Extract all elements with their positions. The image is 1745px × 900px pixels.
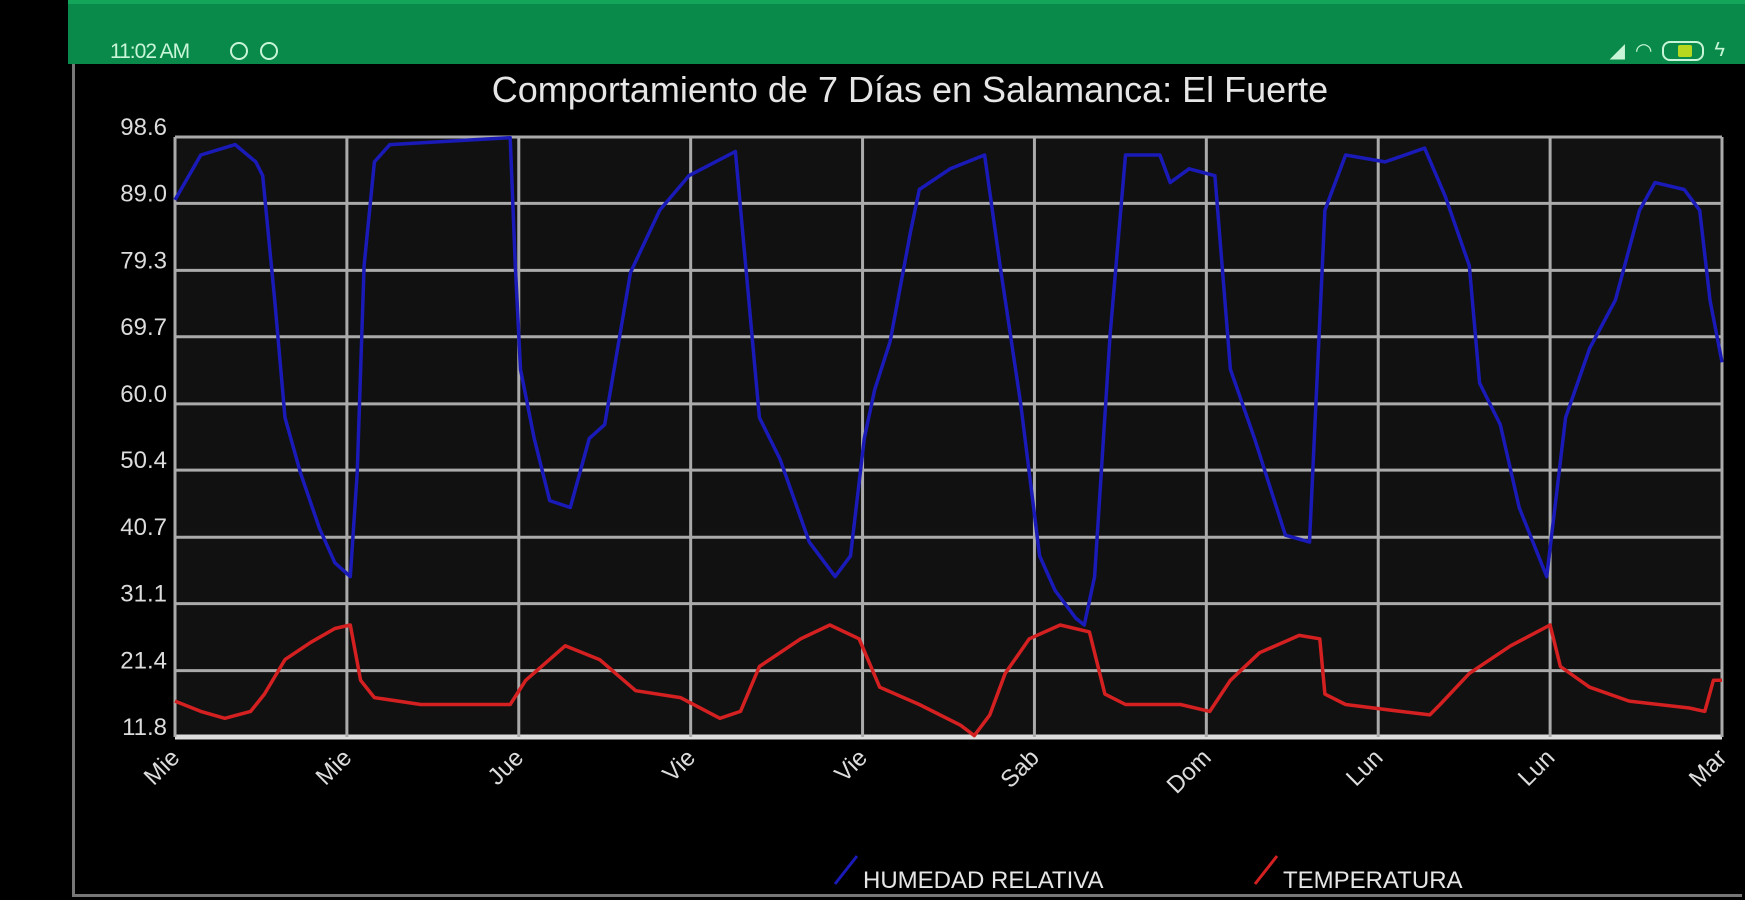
battery-icon xyxy=(1662,40,1705,61)
status-bar: 11:02 AM ◢ ◠ ϟ xyxy=(68,0,1745,64)
y-tick-label: 21.4 xyxy=(120,648,167,675)
legend-label: HUMEDAD RELATIVA xyxy=(863,867,1103,894)
y-tick-label: 31.1 xyxy=(120,581,167,608)
series-line-temperatura xyxy=(174,623,1722,738)
x-tick-label: Dom xyxy=(1162,744,1217,799)
x-tick-label: Jue xyxy=(483,744,529,790)
x-tick-label: Mar xyxy=(1684,744,1732,792)
y-tick-label: 89.0 xyxy=(120,180,167,207)
legend-swatch xyxy=(833,855,859,885)
x-tick-label: Vie xyxy=(829,744,872,787)
x-tick-label: Lun xyxy=(1513,744,1560,791)
notification-icon xyxy=(230,42,248,60)
legend: HUMEDAD RELATIVA TEMPERATURA xyxy=(833,855,1463,894)
y-tick-label: 69.7 xyxy=(120,314,167,341)
plot-area xyxy=(175,137,1722,737)
notification-icon xyxy=(260,42,278,60)
y-tick-label: 79.3 xyxy=(120,247,167,274)
x-tick-label: Lun xyxy=(1341,744,1388,791)
chart-frame xyxy=(72,64,1742,897)
charging-icon: ϟ xyxy=(1714,39,1725,61)
wifi-icon: ◠ xyxy=(1634,40,1653,62)
y-tick-label: 11.8 xyxy=(122,714,167,741)
left-black-bar xyxy=(0,0,68,900)
series-line-humedad xyxy=(173,135,1724,627)
x-tick-label: Sab xyxy=(995,744,1044,793)
y-tick-label: 40.7 xyxy=(120,514,167,541)
signal-icon: ◢ xyxy=(1609,40,1625,62)
status-time: 11:02 AM xyxy=(110,40,190,63)
x-tick-label: Mie xyxy=(311,744,357,790)
x-tick-label: Mie xyxy=(139,744,185,790)
x-tick-label: Vie xyxy=(658,744,701,787)
legend-swatch xyxy=(1253,855,1279,885)
chart-title: Comportamiento de 7 Días en Salamanca: E… xyxy=(492,69,1328,110)
y-tick-label: 98.6 xyxy=(120,114,167,141)
y-tick-label: 50.4 xyxy=(120,447,167,474)
legend-label: TEMPERATURA xyxy=(1283,867,1463,894)
y-tick-label: 60.0 xyxy=(120,381,167,408)
